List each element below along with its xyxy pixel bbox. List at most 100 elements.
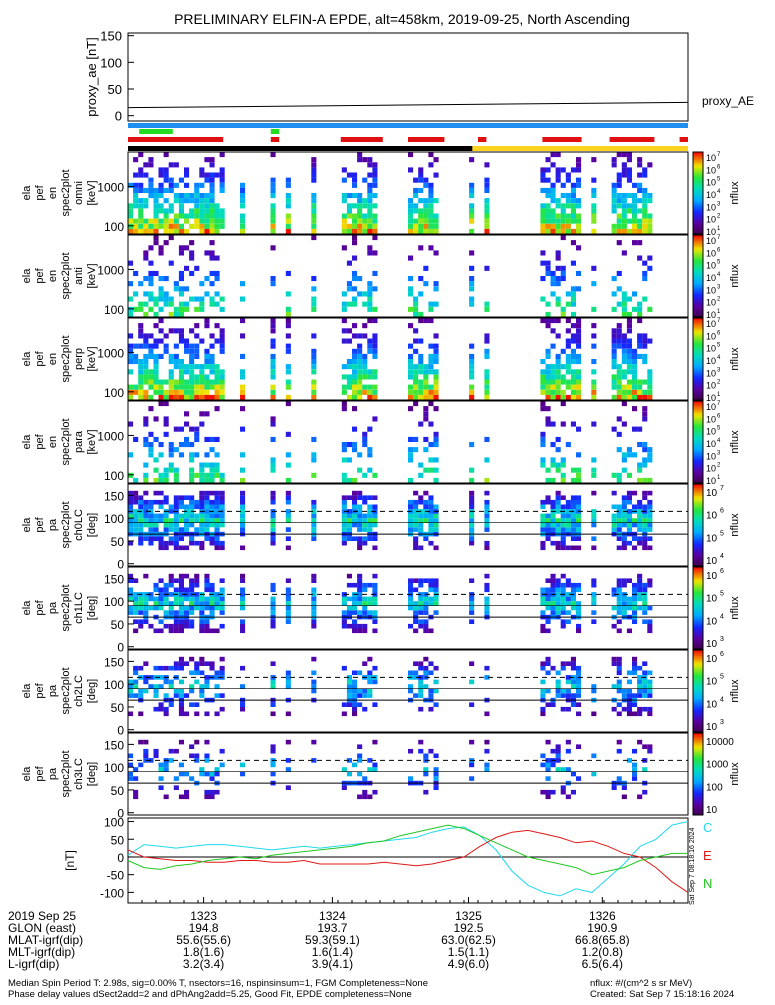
spectrogram-cell xyxy=(560,193,566,199)
pa-spectrogram-cell xyxy=(540,661,546,666)
pa-spectrogram-cell xyxy=(285,758,291,763)
spectrogram-cell xyxy=(408,255,414,261)
spectrogram-cell xyxy=(413,394,419,400)
spectrogram-cell xyxy=(128,223,134,229)
spectrogram-cell xyxy=(311,167,317,173)
colorbar-segment xyxy=(693,583,703,586)
spectrogram-cell xyxy=(565,301,571,307)
colorbar-segment xyxy=(693,622,703,625)
spectrogram-cell xyxy=(621,193,627,199)
spectrogram-cell xyxy=(311,177,317,183)
spectrogram-cell xyxy=(346,223,352,229)
spectrogram-cell xyxy=(352,384,358,390)
pa-spectrogram-cell xyxy=(204,711,210,717)
spectrogram-cell xyxy=(428,467,434,473)
colorbar-segment xyxy=(693,292,703,295)
spectrogram-cell xyxy=(204,213,210,219)
spectrogram-cell xyxy=(311,223,317,229)
pa-spectrogram-cell xyxy=(616,513,622,519)
spectrogram-cell xyxy=(484,203,490,209)
pa-spectrogram-cell xyxy=(626,601,632,606)
pa-spectrogram-cell xyxy=(632,504,638,510)
pa-spectrogram-cell xyxy=(418,688,424,694)
spectrogram-cell xyxy=(204,374,210,380)
pa-spectrogram-cell xyxy=(560,601,566,606)
pa-spectrogram-cell xyxy=(189,587,195,593)
pa-spectrogram-cell xyxy=(357,578,363,583)
pa-spectrogram-cell xyxy=(341,785,347,790)
pa-spectrogram-cell xyxy=(591,771,597,777)
pa-spectrogram-cell xyxy=(611,518,617,523)
pa-spectrogram-cell xyxy=(346,679,352,685)
pa-spectrogram-cell xyxy=(423,767,429,772)
spectrogram-cell xyxy=(357,359,363,365)
en-para-ylabel-part: pef xyxy=(34,433,46,449)
spectrogram-cell xyxy=(209,477,215,483)
pa-spectrogram-cell xyxy=(570,679,576,685)
pa-spectrogram-cell xyxy=(362,789,368,795)
spectrogram-cell xyxy=(143,276,149,282)
spectrogram-cell xyxy=(189,379,195,385)
spectrogram-cell xyxy=(591,421,597,427)
pa-spectrogram-cell xyxy=(362,661,368,666)
pa-spectrogram-cell xyxy=(189,670,195,676)
spectrogram-cell xyxy=(362,353,368,359)
pa-spectrogram-cell xyxy=(270,661,276,666)
spectrogram-cell xyxy=(428,442,434,448)
spectrogram-cell xyxy=(413,218,419,224)
pa-spectrogram-cell xyxy=(413,509,419,514)
spectrogram-cell xyxy=(138,301,144,307)
spectrogram-cell xyxy=(178,177,184,183)
pa-spectrogram-cell xyxy=(469,776,475,781)
spectrogram-cell xyxy=(560,394,566,400)
xaxis-row-label: MLAT-igrf(dip) xyxy=(8,933,83,947)
spectrogram-cell xyxy=(173,379,179,385)
spectrogram-cell xyxy=(341,213,347,219)
colorbar-segment xyxy=(693,373,703,376)
spectrogram-cell xyxy=(240,394,246,400)
pa-spectrogram-cell xyxy=(189,540,195,546)
spectrogram-cell xyxy=(285,270,291,276)
pa-spectrogram-cell xyxy=(550,601,556,606)
pa-spectrogram-cell xyxy=(433,587,439,593)
pa-spectrogram-cell xyxy=(204,573,210,579)
colorbar-segment xyxy=(693,765,703,769)
spectrogram-cell xyxy=(214,323,220,329)
spectrogram-cell xyxy=(576,384,582,390)
colorbar-segment xyxy=(693,184,703,188)
pa-spectrogram-cell xyxy=(570,518,576,523)
colorbar-segment xyxy=(693,431,703,435)
pa-spectrogram-cell xyxy=(148,518,154,523)
pa-spectrogram-cell xyxy=(138,540,144,546)
colorbar-tick-exponent: 7 xyxy=(717,152,721,158)
spectrogram-cell xyxy=(199,379,205,385)
pa-spectrogram-cell xyxy=(626,706,632,712)
spectrogram-cell xyxy=(133,203,139,209)
spectrogram-cell xyxy=(168,311,174,317)
spectrogram-cell xyxy=(372,270,378,276)
pa-spectrogram-cell xyxy=(408,504,414,510)
pa-spectrogram-cell xyxy=(285,679,291,685)
pa-spectrogram-cell xyxy=(550,587,556,593)
pa-spectrogram-cell xyxy=(418,684,424,689)
colorbar-segment xyxy=(693,761,703,765)
pa-spectrogram-cell xyxy=(214,771,220,777)
spectrogram-cell xyxy=(484,477,490,483)
spectrogram-cell xyxy=(189,457,195,463)
pa-spectrogram-cell xyxy=(647,684,653,689)
spectrogram-cell xyxy=(138,306,144,312)
spectrogram-cell xyxy=(352,394,358,400)
spectrogram-cell xyxy=(311,472,317,478)
colorbar-segment xyxy=(693,265,703,269)
spectrogram-cell xyxy=(158,172,164,178)
pa-spectrogram-cell xyxy=(362,518,368,523)
spectrogram-cell xyxy=(214,462,220,468)
spectrogram-cell xyxy=(204,323,210,329)
pa-spectrogram-cell xyxy=(346,582,352,588)
spectrogram-cell xyxy=(428,223,434,229)
spectrogram-cell xyxy=(621,301,627,307)
spectrogram-cell xyxy=(621,333,627,339)
colorbar-segment xyxy=(693,541,703,544)
spectrogram-cell xyxy=(199,213,205,219)
pa-spectrogram-cell xyxy=(616,748,622,754)
